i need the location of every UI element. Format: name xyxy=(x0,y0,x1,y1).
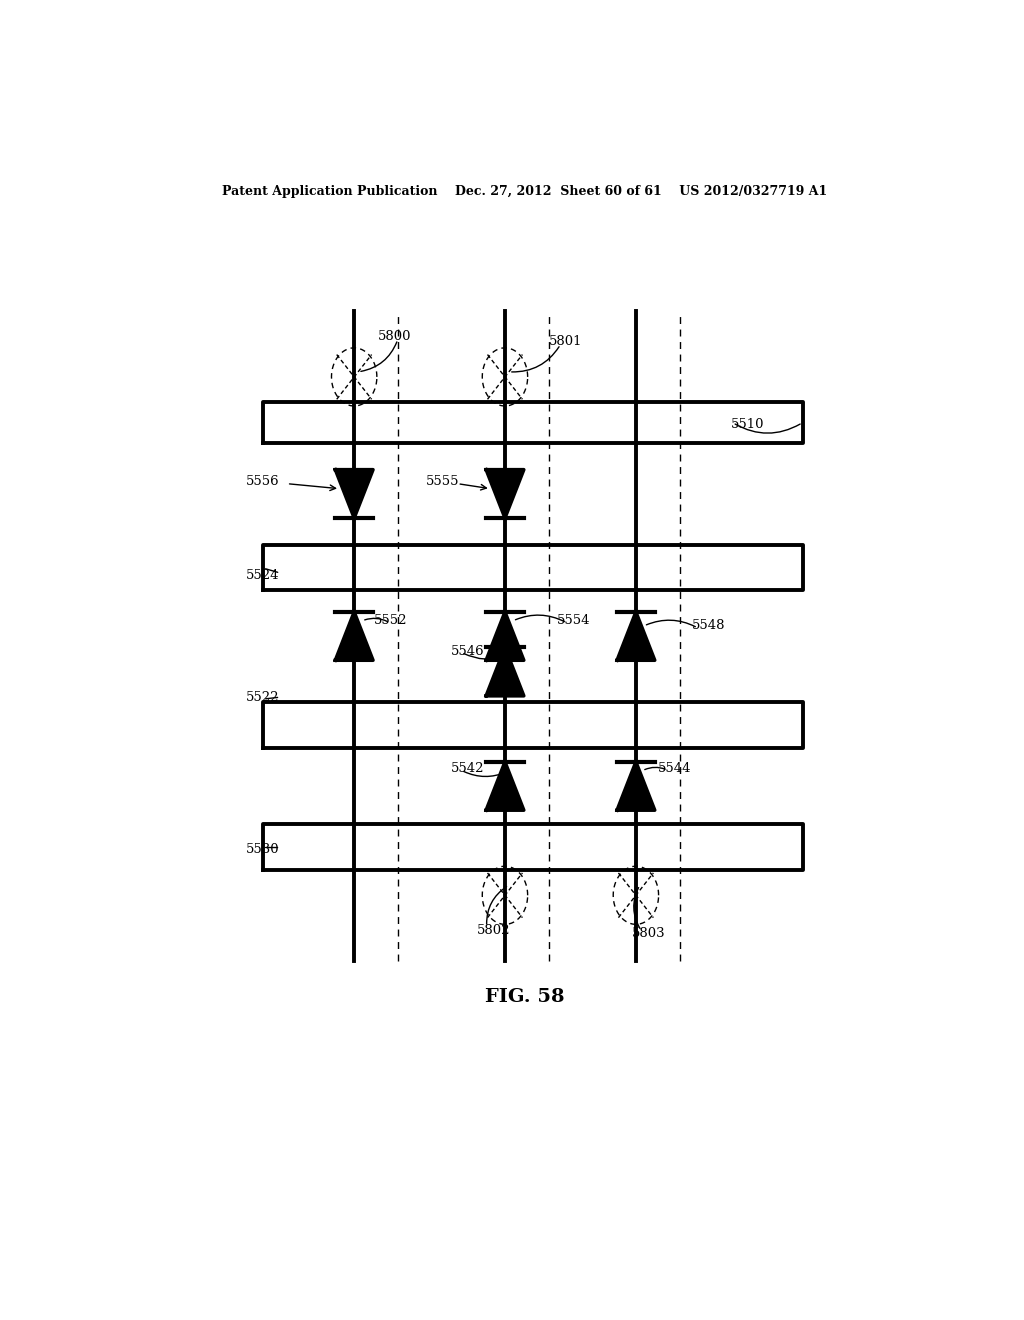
Text: 5802: 5802 xyxy=(477,924,511,937)
Polygon shape xyxy=(486,470,524,517)
Text: FIG. 58: FIG. 58 xyxy=(485,987,564,1006)
Text: 5554: 5554 xyxy=(557,614,590,627)
Text: 5803: 5803 xyxy=(632,928,666,940)
Polygon shape xyxy=(335,470,373,517)
Text: 5524: 5524 xyxy=(246,569,279,582)
Text: 5800: 5800 xyxy=(378,330,412,343)
Polygon shape xyxy=(617,762,654,810)
Text: 5542: 5542 xyxy=(451,762,484,775)
Text: 5546: 5546 xyxy=(451,645,484,657)
Text: 5544: 5544 xyxy=(658,762,691,775)
Text: 5555: 5555 xyxy=(426,475,459,488)
Text: 5510: 5510 xyxy=(731,418,765,432)
Text: 5552: 5552 xyxy=(374,614,408,627)
Text: Patent Application Publication    Dec. 27, 2012  Sheet 60 of 61    US 2012/03277: Patent Application Publication Dec. 27, … xyxy=(222,185,827,198)
Polygon shape xyxy=(486,612,524,660)
Text: 5801: 5801 xyxy=(549,335,582,348)
Bar xyxy=(263,403,803,444)
Bar xyxy=(263,702,803,748)
Text: 5548: 5548 xyxy=(691,619,725,632)
Polygon shape xyxy=(486,648,524,696)
Bar xyxy=(263,545,803,590)
Text: 5530: 5530 xyxy=(246,843,280,857)
Text: 5522: 5522 xyxy=(246,690,279,704)
Polygon shape xyxy=(486,762,524,810)
Text: 5556: 5556 xyxy=(246,475,280,488)
Bar xyxy=(263,824,803,870)
Polygon shape xyxy=(335,612,373,660)
Polygon shape xyxy=(617,612,654,660)
